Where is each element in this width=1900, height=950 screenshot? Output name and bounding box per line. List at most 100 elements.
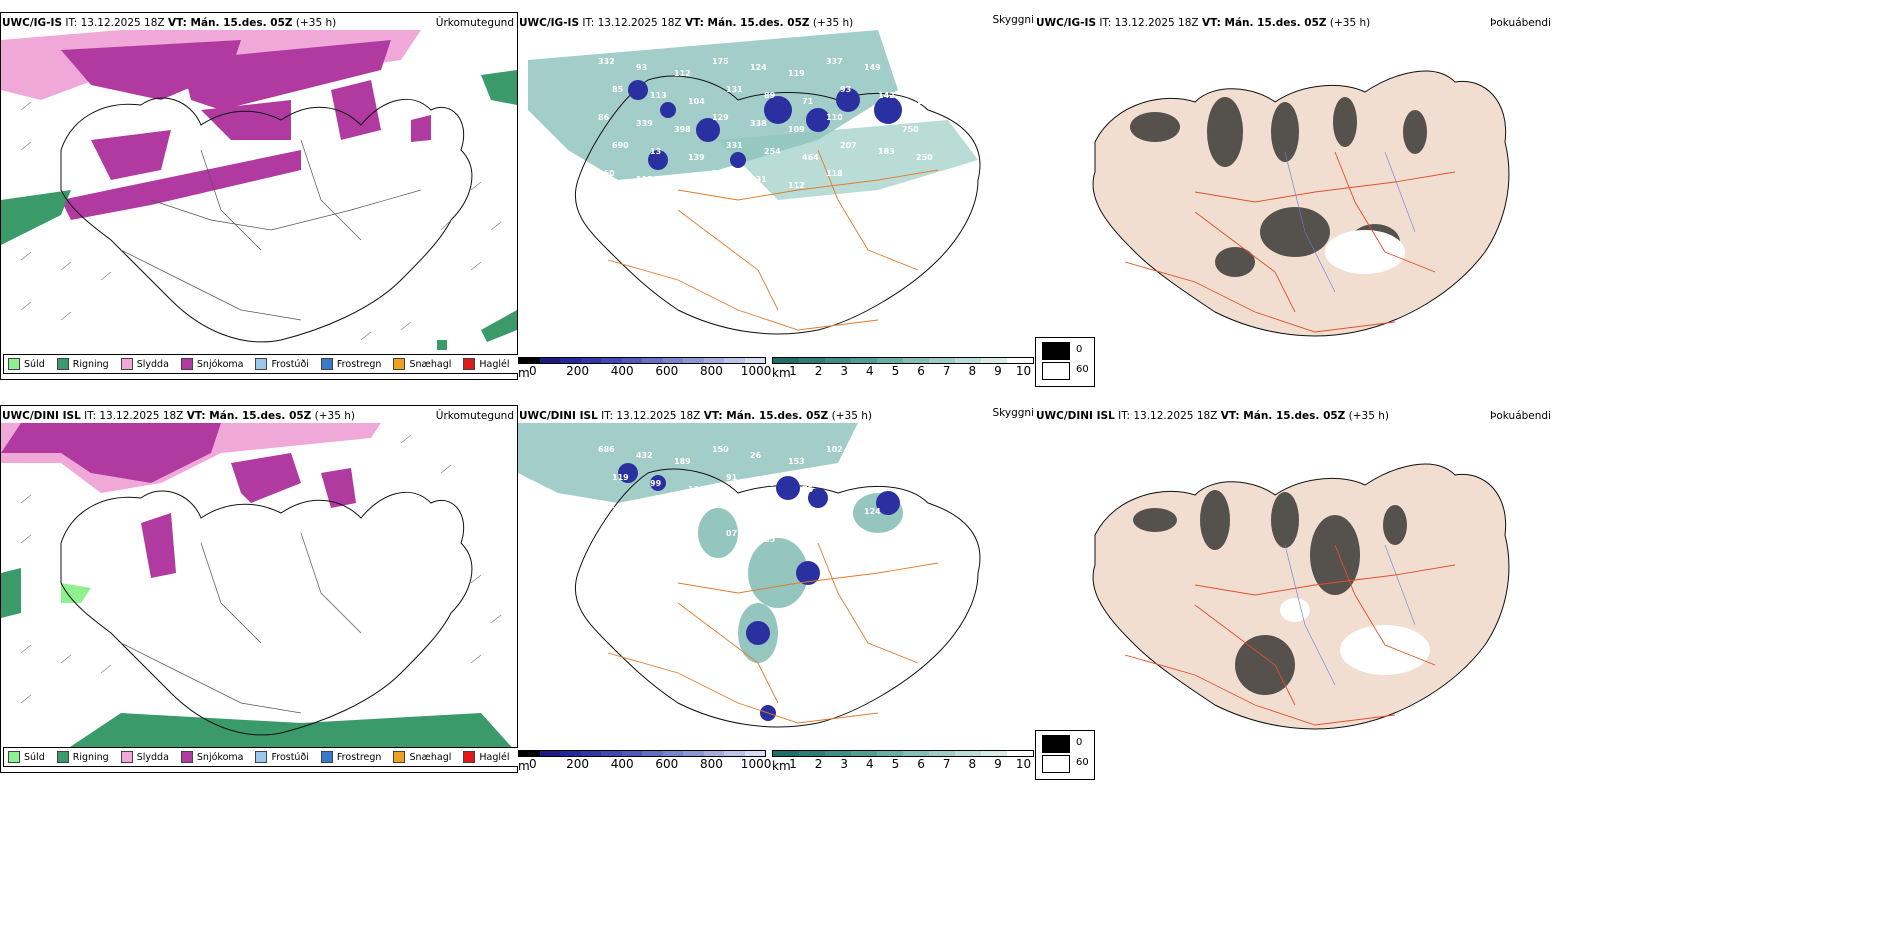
cloud-base-label: 112 (674, 69, 691, 78)
colorbar-segment (560, 358, 581, 363)
colorbar-tick: 1000 (740, 364, 772, 378)
fog-legend-bottom: 0 60 (1035, 730, 1095, 780)
cloud-base-label: 337 (826, 57, 843, 66)
colorbar-segment (580, 751, 601, 756)
colorbar-segment (929, 751, 955, 756)
cloud-base-label: 99 (650, 479, 662, 488)
colorbar-tick: 9 (994, 364, 1002, 378)
cloud-base-label: 131 (726, 85, 743, 94)
cloud-base-label: 112 (612, 529, 629, 538)
map-frame (0, 12, 518, 380)
cloud-labels: 686 432 189 150 26 153 102 142 95 119 99 114 91 89 75 2… (598, 445, 978, 705)
colorbar-tick: 3 (840, 364, 849, 378)
legend-item: Frostregn (320, 751, 381, 763)
cloud-base-label: 91 (726, 473, 738, 482)
colorbar-segment (1007, 751, 1033, 756)
colorbar-segment (825, 751, 851, 756)
legend-item: Súld (8, 751, 45, 763)
cloud-base-label: 109 (902, 69, 919, 78)
cloud-base-label: 119 (612, 473, 629, 482)
visibility-panel-bottom: UWC/DINI ISL IT: 13.12.2025 18Z VT: Mán.… (518, 405, 1038, 773)
precip-legend: Súld Rigning Slydda Snjókoma Frostúði Fr… (3, 354, 518, 374)
visibility-map (528, 30, 981, 335)
colorbar-segment (1007, 358, 1033, 363)
colorbar-segment (560, 751, 581, 756)
colorbar-tick: 1 (789, 757, 797, 771)
colorbar-tick: 5 (891, 364, 900, 378)
cloud-base-label: 254 (764, 147, 781, 156)
cloud-base-label: 131 (598, 501, 615, 510)
cloud-base-label: 339 (636, 119, 653, 128)
colorbar-segment (955, 751, 981, 756)
panel-title: UWC/IG-IS IT: 13.12.2025 18Z VT: Mán. 15… (519, 17, 854, 29)
cloud-base-label: 332 (598, 57, 615, 66)
fog-legend-top: 0 60 (1035, 337, 1095, 387)
cloud-base-label: 129 (712, 113, 729, 122)
cloud-base-label: 331 (726, 141, 743, 150)
colorbar-segment (539, 358, 560, 363)
cloud-base-label: 113 (650, 91, 667, 100)
colorbar-tick: 200 (566, 757, 589, 771)
cloud-base-label: 175 (712, 57, 729, 66)
colorbar-segment (981, 751, 1007, 756)
colorbar-tick: 200 (566, 364, 589, 378)
cloud-base-label: 93 (636, 63, 648, 72)
legend-item: Rigning (56, 358, 109, 370)
cloud-base-label: 110 (826, 113, 843, 122)
precip-title: Úrkomutegund (435, 17, 514, 29)
precip-legend: Súld Rigning Slydda Snjókoma Frostúði Fr… (3, 747, 518, 767)
legend-item: Slydda (120, 358, 169, 370)
precip-panel-top: UWC/IG-IS IT: 13.12.2025 18Z VT: Mán. 15… (0, 12, 518, 380)
colorbar-tick: 4 (865, 757, 874, 771)
cloud-base-label: 114 (688, 485, 705, 494)
colorbar-tick: 7 (942, 757, 951, 771)
map-frame (0, 405, 518, 773)
cloud-base-label: 183 (878, 147, 895, 156)
cloud-base-label: 86 (598, 113, 610, 122)
cloud-base-label: 93 (840, 85, 852, 94)
visibility-colorbar-bottom: 1 2 3 4 5 6 7 8 9 10 km (772, 750, 1034, 773)
cloud-base-label: 94 (788, 513, 800, 522)
colorbar-segment (851, 751, 877, 756)
colorbar-segment (580, 358, 601, 363)
legend-item: Súld (8, 358, 45, 370)
precip-panel-bottom: UWC/DINI ISL IT: 13.12.2025 18Z VT: Mán.… (0, 405, 518, 773)
cloud-base-label: 104 (688, 97, 705, 106)
cloud-base-label: 124 (750, 63, 767, 72)
cloud-base-label: 28 (840, 473, 852, 482)
colorbar-segment (539, 751, 560, 756)
panel-title: UWC/IG-IS IT: 13.12.2025 18Z VT: Mán. 15… (2, 17, 337, 29)
colorbar-segment (744, 358, 765, 363)
colorbar-tick: 3 (840, 757, 849, 771)
panel-title: UWC/DINI ISL IT: 13.12.2025 18Z VT: Mán.… (519, 410, 873, 422)
cloud-base-label: 81 (902, 513, 914, 522)
panel-title: UWC/DINI ISL IT: 13.12.2025 18Z VT: Mán.… (2, 410, 356, 422)
fog-title: Þokuábendi (1490, 17, 1551, 29)
colorbar-tick: 0 (529, 364, 537, 378)
visibility-map (518, 423, 981, 728)
legend-item: Frostúði (255, 751, 309, 763)
colorbar-segment (642, 358, 663, 363)
colorbar-segment (929, 358, 955, 363)
cloud-base-label: 690 (612, 141, 629, 150)
colorbar-segment (724, 751, 745, 756)
legend-item: Snæhagl (393, 751, 451, 763)
colorbar-tick: 400 (610, 364, 634, 378)
cloud-base-label: 338 (750, 119, 767, 128)
cloud-base-label: 71 (802, 97, 814, 106)
colorbar-segment (621, 358, 642, 363)
colorbar-segment (773, 358, 799, 363)
colorbar-segment (955, 358, 981, 363)
legend-item: Snæhagl (393, 358, 451, 370)
cloud-base-label: 85 (612, 85, 624, 94)
colorbar-segment (877, 358, 903, 363)
colorbar-segment (683, 358, 704, 363)
cloud-base-label: 26 (750, 451, 762, 460)
colorbar-segment (724, 358, 745, 363)
cloud-base-label: 75 (802, 485, 814, 494)
colorbar-segment (662, 358, 683, 363)
colorbar-segment (903, 751, 929, 756)
colorbar-tick: 2 (814, 757, 823, 771)
colorbar-segment (519, 358, 540, 363)
colorbar-segment (877, 751, 903, 756)
